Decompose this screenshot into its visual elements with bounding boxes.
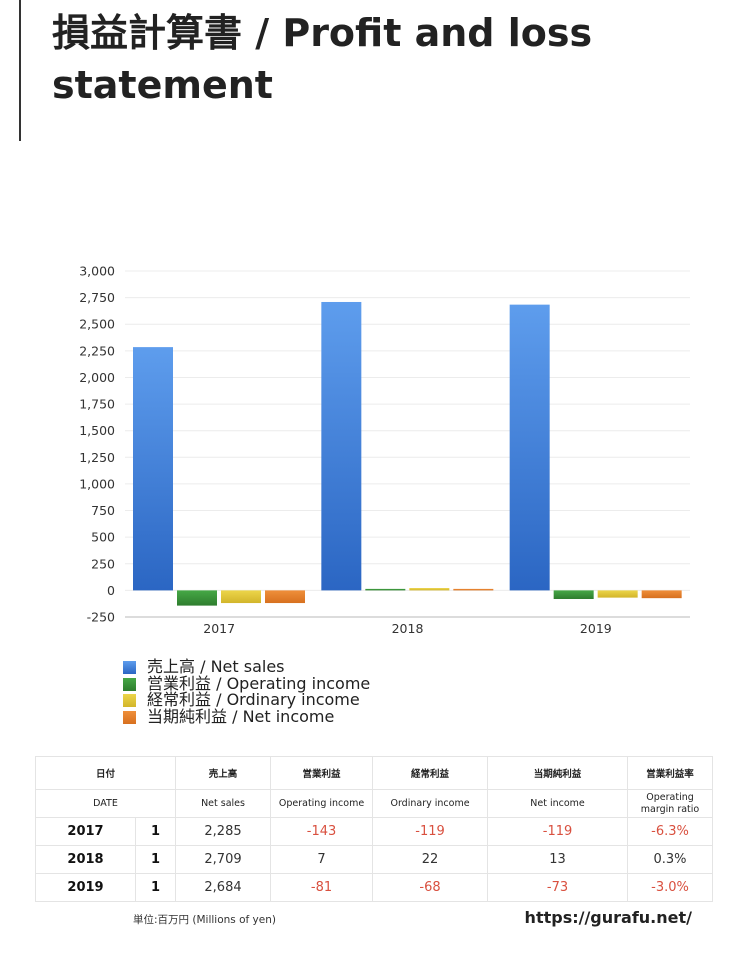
x-tick-label: 2018 <box>392 621 424 636</box>
bar-net-income-2019 <box>641 590 682 599</box>
bar-operating-income-2019 <box>553 590 594 600</box>
y-tick-label: 0 <box>107 583 115 598</box>
bar-operating-income-2018 <box>365 588 406 591</box>
header-net-income-ja: 当期純利益 <box>487 756 629 790</box>
table-row: 2019 1 2,684 -81 -68 -73 -3.0% <box>35 873 714 902</box>
unit-note: 単位:百万円 (Millions of yen) <box>133 914 276 926</box>
legend-item-net-sales: 売上高 / Net sales <box>123 657 370 676</box>
header-margin-en: Operating margin ratio <box>627 789 714 818</box>
x-tick-label: 2019 <box>580 621 612 636</box>
y-tick-label: 1,250 <box>79 450 115 465</box>
x-tick-label: 2017 <box>203 621 235 636</box>
bar-ordinary-income-2019 <box>597 590 638 598</box>
table-row: 2017 1 2,285 -143 -119 -119 -6.3% <box>35 817 714 846</box>
legend-swatch <box>123 677 136 691</box>
net-sales-cell: 2,285 <box>175 817 272 846</box>
margin-cell: 0.3% <box>627 845 714 874</box>
bar-net-income-2017 <box>265 590 305 604</box>
header-date-ja: 日付 <box>34 756 177 790</box>
legend-label: 経常利益 / Ordinary income <box>147 690 360 710</box>
header-margin-en-label: Operating margin ratio <box>640 791 700 815</box>
y-tick-label: 1,500 <box>79 423 115 438</box>
header-ordinary-income-ja: 経常利益 <box>372 756 489 790</box>
y-tick-label: 750 <box>91 503 115 518</box>
operating-income-cell: 7 <box>270 845 374 874</box>
y-tick-label: -250 <box>87 610 115 625</box>
page-title: 損益計算書 / Profit and loss statement <box>52 11 593 107</box>
net-sales-cell: 2,709 <box>175 845 272 874</box>
bar-ordinary-income-2018 <box>409 588 450 591</box>
legend-label: 売上高 / Net sales <box>147 657 285 676</box>
header-net-sales-en: Net sales <box>175 789 272 818</box>
header-net-income-en: Net income <box>487 789 629 818</box>
operating-income-cell: -143 <box>270 817 374 846</box>
legend-label: 当期純利益 / Net income <box>147 707 335 727</box>
net-income-cell: 13 <box>487 845 629 874</box>
bar-net-sales-2019 <box>509 304 550 591</box>
header-margin-ja: 営業利益率 <box>627 756 714 790</box>
source-url: https://gurafu.net/ <box>524 908 692 927</box>
margin-cell: -6.3% <box>627 817 714 846</box>
bar-chart: -250 0 250 500 750 1,000 1,250 1,500 1,750 2,000 2… <box>79 264 690 636</box>
y-tick-label: 1,750 <box>79 397 115 412</box>
legend-label: 営業利益 / Operating income <box>147 673 371 693</box>
legend-item-ordinary-income: 経常利益 / Ordinary income <box>123 692 370 709</box>
chart-legend: 売上高 / Net sales 営業利益 / Operating income … <box>123 657 371 727</box>
bar-net-sales-2017 <box>133 347 173 591</box>
operating-income-cell: -81 <box>270 873 374 902</box>
bar-operating-income-2017 <box>177 590 217 606</box>
legend-swatch <box>123 710 136 724</box>
net-income-cell: -119 <box>487 817 629 846</box>
legend-swatch <box>123 694 136 708</box>
bar-net-sales-2018 <box>321 301 362 591</box>
ordinary-income-cell: -119 <box>372 817 489 846</box>
y-tick-label: 250 <box>91 556 115 571</box>
legend-item-net-income: 当期純利益 / Net income <box>123 707 370 727</box>
margin-cell: -3.0% <box>627 873 714 902</box>
y-tick-label: 1,000 <box>79 476 115 491</box>
table-header-row-ja: 日付 売上高 営業利益 経常利益 当期純利益 営業利益率 <box>34 756 714 790</box>
legend-swatch <box>123 660 136 674</box>
title-accent-bar <box>19 0 21 141</box>
y-tick-label: 2,500 <box>79 317 115 332</box>
bar-net-income-2018 <box>453 588 494 591</box>
year-cell: 2019 <box>35 873 136 902</box>
header-operating-income-ja: 営業利益 <box>270 756 374 790</box>
y-tick-label: 2,000 <box>79 370 115 385</box>
ordinary-income-cell: -68 <box>372 873 489 902</box>
y-tick-label: 2,250 <box>79 343 115 358</box>
ordinary-income-cell: 22 <box>372 845 489 874</box>
legend-item-operating-income: 営業利益 / Operating income <box>123 673 371 693</box>
net-sales-cell: 2,684 <box>175 873 272 902</box>
header-date-en: DATE <box>34 789 177 818</box>
y-tick-label: 500 <box>91 530 115 545</box>
year-cell: 2017 <box>35 817 136 846</box>
y-tick-label: 2,750 <box>79 290 115 305</box>
period-cell: 1 <box>134 873 177 902</box>
net-income-cell: -73 <box>487 873 629 902</box>
y-tick-label: 3,000 <box>79 264 115 279</box>
header-operating-income-en: Operating income <box>270 789 374 818</box>
bar-ordinary-income-2017 <box>221 590 261 604</box>
header-net-sales-ja: 売上高 <box>175 756 272 790</box>
period-cell: 1 <box>134 817 177 846</box>
header-ordinary-income-en: Ordinary income <box>372 789 489 818</box>
table-header-row-en: DATE Net sales Operating income Ordinary… <box>34 789 714 818</box>
table-row: 2018 1 2,709 7 22 13 0.3% <box>35 845 714 874</box>
period-cell: 1 <box>134 845 177 874</box>
year-cell: 2018 <box>35 845 136 874</box>
financial-table: 日付 売上高 営業利益 経常利益 当期純利益 営業利益率 DATE Net sa… <box>34 756 714 902</box>
